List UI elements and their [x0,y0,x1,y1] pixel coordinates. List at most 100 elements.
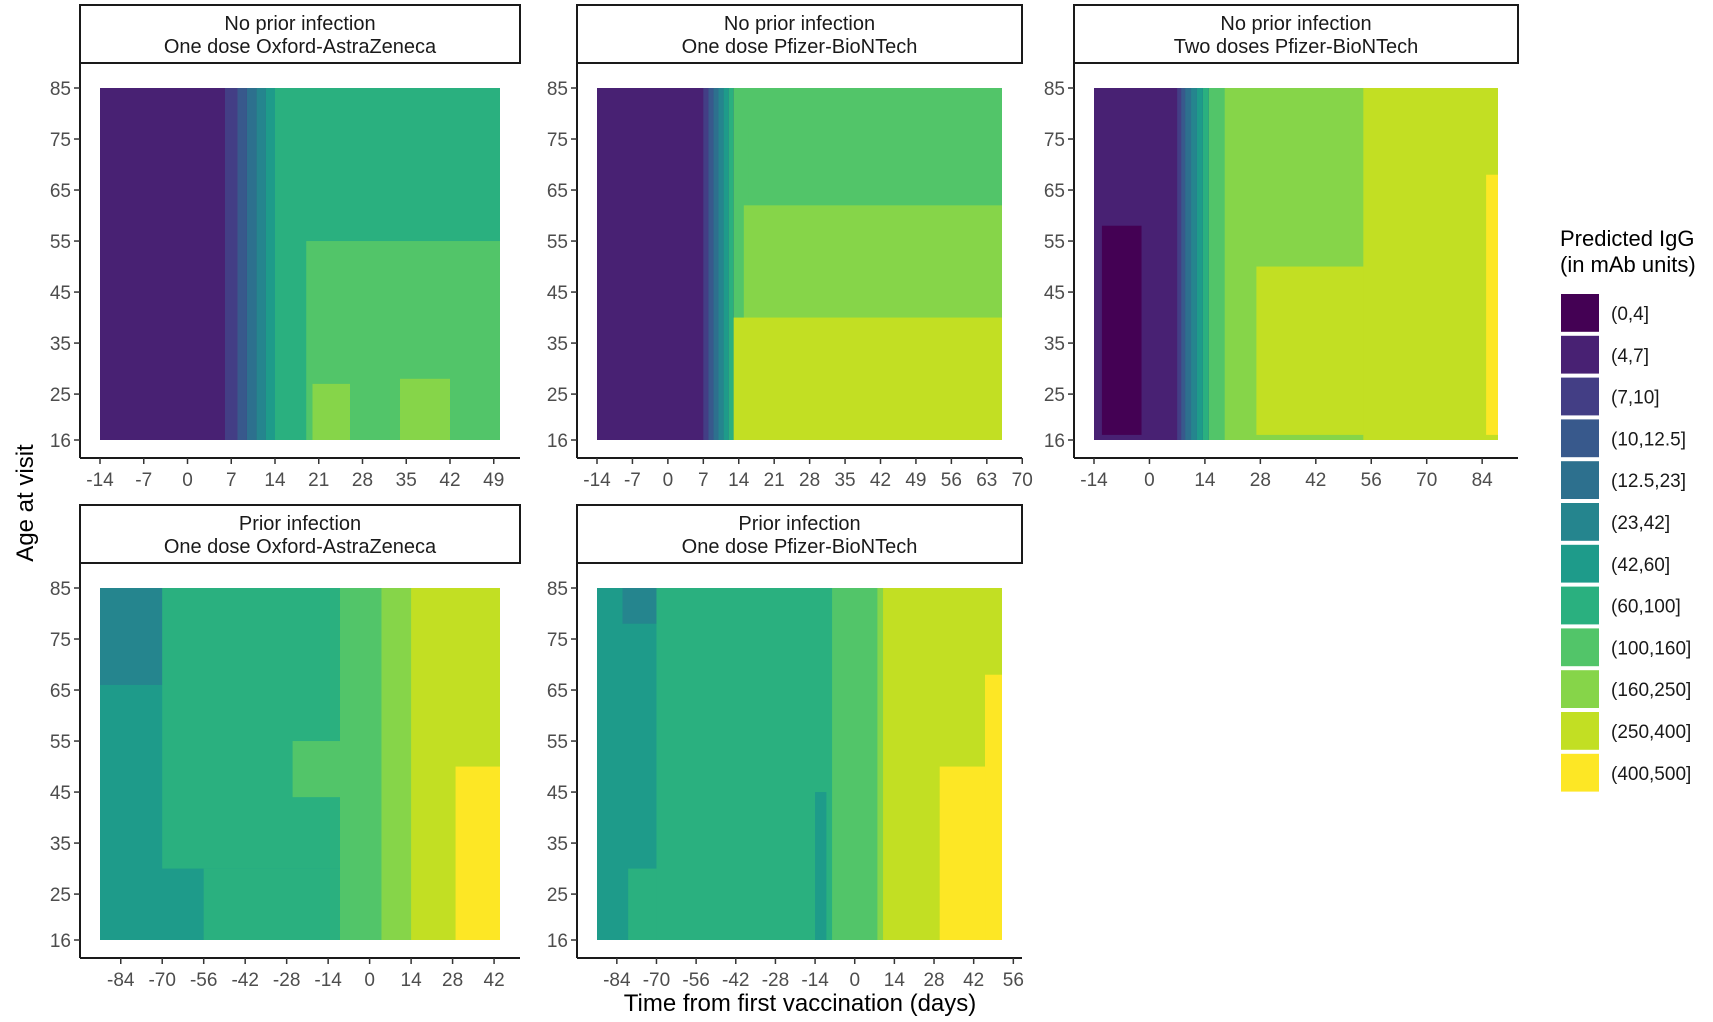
x-tick-label: 49 [483,470,504,491]
contour-fill [597,88,1002,440]
y-tick-label: 65 [50,181,71,202]
contour-region [718,88,724,440]
contour-region [622,588,657,624]
legend-swatch [1561,294,1599,332]
y-tick-label: 16 [50,931,71,952]
legend-label: (100,160] [1611,638,1691,659]
x-tick-label: 28 [442,970,463,991]
x-tick-label: -84 [107,970,135,991]
y-tick-label: 35 [50,334,71,355]
x-tick-label: -84 [603,970,631,991]
panel-strip [79,4,521,64]
panel-title-line: One dose Oxford-AstraZeneca [164,36,437,58]
panel-strip [1073,4,1519,64]
x-tick-label: -14 [86,470,114,491]
y-tick-label: 55 [50,732,71,753]
y-tick-label: 35 [547,334,568,355]
panels: No prior infection One dose Oxford-AstraZ… [50,4,1519,991]
legend-swatch [1561,712,1599,750]
contour-region [1202,88,1209,440]
x-tick-label: -70 [643,970,670,991]
y-tick-label: 55 [547,732,568,753]
contour-region [1101,225,1142,435]
contour-region [1177,88,1182,440]
y-tick-label: 35 [50,834,71,855]
legend-title-line: (in mAb units) [1560,252,1696,277]
legend-label: (0,4] [1611,304,1649,325]
x-tick-label: 42 [1305,470,1326,491]
x-tick-label: 42 [870,470,891,491]
contour-region [733,317,1002,440]
x-tick-label: 14 [728,470,750,491]
y-tick-label: 35 [547,834,568,855]
contour-region [1191,88,1197,440]
y-tick-label: 65 [1044,181,1065,202]
y-tick-label: 85 [1044,79,1065,100]
x-tick-label: -28 [762,970,789,991]
y-tick-label: 45 [50,283,71,304]
x-tick-label: 0 [1144,470,1155,491]
y-tick-label: 85 [547,79,568,100]
x-tick-label: -42 [722,970,749,991]
y-tick-label: 65 [547,681,568,702]
contour-region [723,88,729,440]
contour-fill [100,588,500,940]
x-tick-label: 7 [698,470,709,491]
x-tick-label: -14 [583,470,611,491]
legend-swatch [1561,335,1599,374]
panel-title-line: No prior infection [724,13,875,35]
y-tick-label: 85 [50,579,71,600]
panel-title-line: Prior infection [738,513,860,535]
panel-strip [79,504,521,564]
legend-swatch [1561,544,1599,583]
legend-label: (250,400] [1611,722,1691,743]
legend-swatch [1561,419,1599,458]
contour-region [815,792,827,940]
y-tick-label: 35 [1044,334,1065,355]
legend-swatch [1561,377,1599,416]
contour-region [713,88,719,440]
x-tick-label: 42 [963,970,984,991]
contour-region [728,88,734,440]
x-tick-label: 28 [1250,470,1271,491]
contour-region [256,88,266,440]
y-tick-label: 45 [1044,283,1065,304]
x-tick-label: -28 [273,970,300,991]
x-tick-label: -56 [190,970,217,991]
contour-region [292,741,340,798]
legend-swatch [1561,753,1599,792]
y-tick-label: 75 [50,630,71,651]
panel-title-line: Two doses Pfizer-BioNTech [1174,36,1419,58]
x-tick-label: 35 [834,470,855,491]
x-tick-label: 63 [976,470,997,491]
contour-region [265,88,275,440]
x-tick-label: 14 [1194,470,1216,491]
contour-fill [100,88,500,440]
x-tick-label: 84 [1472,470,1494,491]
x-tick-label: 21 [308,470,329,491]
contour-fill [1094,88,1498,440]
x-tick-label: 7 [226,470,237,491]
contour-region [237,88,247,440]
contour-region [100,588,163,685]
y-tick-label: 75 [547,130,568,151]
panel-title-line: Prior infection [239,513,361,535]
legend-swatch [1561,670,1599,708]
x-tick-label: 14 [401,970,423,991]
legend-swatch [1561,586,1599,625]
contour-region [1486,174,1498,435]
contour-region [455,766,500,940]
x-tick-label: -14 [314,970,342,991]
contour-region [703,88,709,440]
panel-strip [576,4,1023,64]
y-tick-label: 25 [547,385,568,406]
x-tick-label: -14 [801,970,829,991]
x-tick-label: -56 [682,970,709,991]
y-tick-label: 16 [547,931,568,952]
x-tick-label: 56 [941,470,962,491]
legend-swatch [1561,503,1599,541]
